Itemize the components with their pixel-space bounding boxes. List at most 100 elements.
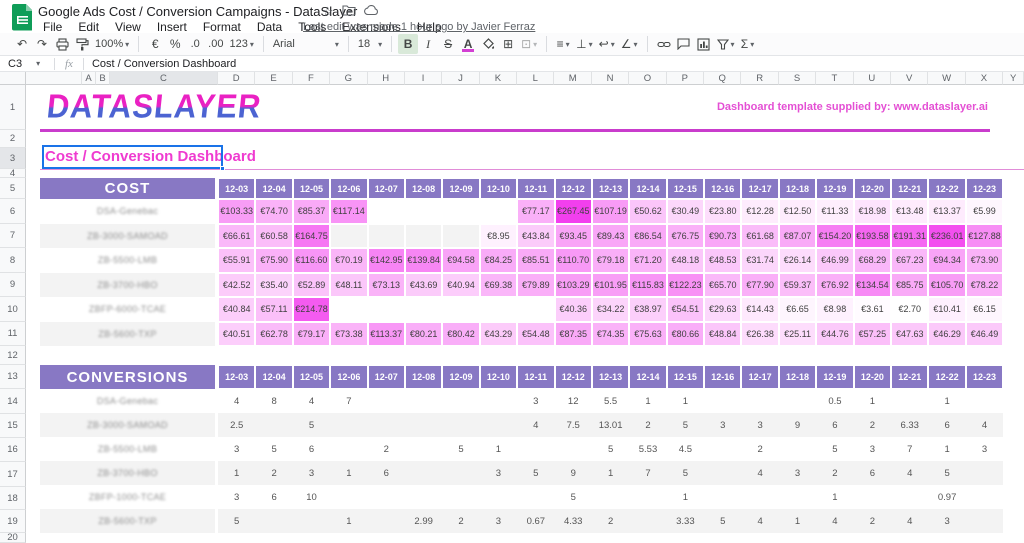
cost-cell[interactable]: €75.90 xyxy=(255,248,293,273)
conversion-cell[interactable]: 4 xyxy=(741,461,779,485)
cost-cell[interactable] xyxy=(479,199,518,224)
cost-cell[interactable]: €29.63 xyxy=(704,297,742,322)
column-header-K[interactable]: K xyxy=(479,72,518,85)
conversion-cell[interactable] xyxy=(629,485,667,509)
conversion-cell[interactable] xyxy=(778,437,817,461)
cost-cell[interactable]: €75.63 xyxy=(629,321,667,346)
column-header-V[interactable]: V xyxy=(891,72,929,85)
cost-cell[interactable]: €38.97 xyxy=(629,297,667,322)
cost-cell[interactable]: €94.34 xyxy=(928,248,966,273)
cost-cell[interactable] xyxy=(404,199,443,224)
cost-cell[interactable]: €134.54 xyxy=(853,272,892,297)
paint-format-button[interactable] xyxy=(72,34,92,54)
cost-cell[interactable]: €103.33 xyxy=(218,199,256,224)
row-header-14[interactable]: 14 xyxy=(0,389,26,414)
conversion-cell[interactable]: 3 xyxy=(928,509,966,533)
cost-cell[interactable]: €40.94 xyxy=(442,272,480,297)
conversion-cell[interactable]: 2 xyxy=(853,509,892,533)
menu-help[interactable]: Help xyxy=(416,20,442,34)
conversion-cell[interactable] xyxy=(778,485,817,509)
conversion-cell[interactable]: 6 xyxy=(853,461,892,485)
cost-cell[interactable] xyxy=(442,199,480,224)
cost-cell[interactable] xyxy=(330,297,368,322)
cost-cell[interactable]: €66.61 xyxy=(218,223,256,248)
conversion-cell[interactable]: 0.5 xyxy=(816,389,854,413)
conversion-cell[interactable]: 13.01 xyxy=(591,413,630,437)
name-box[interactable]: C3 ▾ xyxy=(0,58,54,70)
conversion-cell[interactable]: 6.33 xyxy=(891,413,929,437)
cost-cell[interactable] xyxy=(404,297,443,322)
conversion-cell[interactable]: 4 xyxy=(218,389,256,413)
font-size-select[interactable]: 18 ▾ xyxy=(357,38,383,50)
conversion-cell[interactable] xyxy=(442,485,480,509)
conversion-cell[interactable]: 5 xyxy=(816,437,854,461)
conversion-cell[interactable]: 3 xyxy=(853,437,892,461)
increase-decimal-button[interactable]: .00 xyxy=(208,38,224,50)
conversion-cell[interactable] xyxy=(704,485,742,509)
row-header-13[interactable]: 13 xyxy=(0,365,26,389)
menu-file[interactable]: File xyxy=(43,20,63,34)
cost-cell[interactable]: €10.41 xyxy=(928,297,966,322)
formula-input[interactable]: Cost / Conversion Dashboard xyxy=(91,57,237,70)
conversion-cell[interactable]: 3 xyxy=(704,413,742,437)
conversion-cell[interactable] xyxy=(891,485,929,509)
cost-cell[interactable]: €12.28 xyxy=(741,199,779,224)
merge-cells-button[interactable]: ⊡ ▾ xyxy=(521,37,538,51)
cost-cell[interactable]: €46.99 xyxy=(816,248,854,273)
borders-button[interactable]: ⊞ xyxy=(503,37,514,51)
text-wrap-button[interactable]: ↩ ▾ xyxy=(598,37,615,51)
cost-cell[interactable]: €8.95 xyxy=(479,223,518,248)
cost-cell[interactable]: €34.22 xyxy=(591,297,630,322)
conversion-cell[interactable]: 12 xyxy=(554,389,592,413)
cost-cell[interactable]: €107.19 xyxy=(591,199,630,224)
cost-cell[interactable]: €70.19 xyxy=(330,248,368,273)
cost-cell[interactable]: €80.66 xyxy=(666,321,705,346)
conversion-cell[interactable]: 1 xyxy=(928,389,966,413)
conversion-cell[interactable]: 7 xyxy=(891,437,929,461)
cost-cell[interactable]: €69.38 xyxy=(479,272,518,297)
cost-cell[interactable]: €11.33 xyxy=(816,199,854,224)
cost-cell[interactable]: €71.20 xyxy=(629,248,667,273)
conversion-cell[interactable] xyxy=(591,485,630,509)
strikethrough-button[interactable]: S xyxy=(444,37,453,51)
cost-cell[interactable]: €46.49 xyxy=(965,321,1004,346)
conversion-cell[interactable]: 1 xyxy=(591,461,630,485)
conversion-cell[interactable] xyxy=(704,461,742,485)
cost-cell[interactable]: €267.45 xyxy=(554,199,592,224)
cost-cell[interactable] xyxy=(367,297,405,322)
column-header-L[interactable]: L xyxy=(517,72,555,85)
conversion-cell[interactable]: 2 xyxy=(816,461,854,485)
conversion-cell[interactable]: 4 xyxy=(891,509,929,533)
cost-cell[interactable]: €40.84 xyxy=(218,297,256,322)
conversion-cell[interactable]: 4 xyxy=(816,509,854,533)
cost-cell[interactable] xyxy=(367,199,405,224)
cost-cell[interactable]: €40.51 xyxy=(218,321,256,346)
column-header-X[interactable]: X xyxy=(965,72,1004,85)
cost-cell[interactable]: €154.20 xyxy=(816,223,854,248)
column-header-blank[interactable] xyxy=(26,72,82,85)
conversion-cell[interactable] xyxy=(367,389,405,413)
conversion-cell[interactable] xyxy=(629,509,667,533)
conversion-cell[interactable] xyxy=(479,413,518,437)
conversion-cell[interactable] xyxy=(367,413,405,437)
conversion-cell[interactable] xyxy=(853,485,892,509)
cost-cell[interactable]: €44.76 xyxy=(816,321,854,346)
cost-cell[interactable]: €122.23 xyxy=(666,272,705,297)
star-icon[interactable]: ☆ xyxy=(322,4,334,19)
conversion-cell[interactable]: 1 xyxy=(479,437,518,461)
conversion-cell[interactable]: 4 xyxy=(965,413,1004,437)
conversion-cell[interactable] xyxy=(554,437,592,461)
move-folder-icon[interactable] xyxy=(342,4,356,19)
text-color-button[interactable]: A xyxy=(458,34,478,54)
cost-cell[interactable]: €40.36 xyxy=(554,297,592,322)
cost-cell[interactable]: €12.50 xyxy=(778,199,817,224)
bold-button[interactable]: B xyxy=(398,34,419,54)
undo-button[interactable]: ↶ xyxy=(16,37,28,51)
cost-cell[interactable]: €13.48 xyxy=(891,199,929,224)
column-header-T[interactable]: T xyxy=(816,72,854,85)
cost-cell[interactable]: €139.84 xyxy=(404,248,443,273)
conversion-cell[interactable] xyxy=(404,437,443,461)
redo-button[interactable]: ↷ xyxy=(36,37,48,51)
cost-cell[interactable]: €85.37 xyxy=(292,199,331,224)
conversion-cell[interactable] xyxy=(965,461,1004,485)
